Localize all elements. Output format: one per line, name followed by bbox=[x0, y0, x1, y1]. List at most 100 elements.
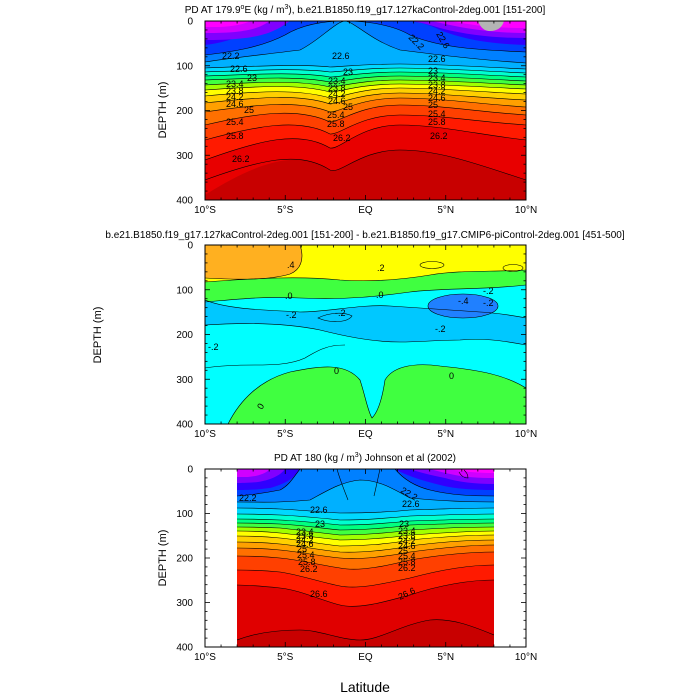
y-tick-label: 300 bbox=[176, 375, 193, 386]
svg-text:25.4: 25.4 bbox=[297, 550, 315, 560]
x-tick-label: EQ bbox=[358, 652, 373, 663]
panel-2-ticks: 10°S 5°S EQ 5°N 10°N 0 100 200 300 400 bbox=[176, 241, 537, 441]
svg-text:24.6: 24.6 bbox=[398, 541, 416, 551]
y-tick-label: 200 bbox=[176, 106, 193, 117]
x-tick-label: 10°S bbox=[194, 429, 216, 440]
svg-text:25.4: 25.4 bbox=[226, 117, 244, 127]
y-tick-label: 400 bbox=[176, 643, 193, 654]
svg-text:24.2: 24.2 bbox=[398, 536, 416, 546]
svg-text:22.6: 22.6 bbox=[332, 51, 350, 61]
svg-text:25: 25 bbox=[297, 544, 307, 554]
panel-3: PD AT 180 (kg / m3) Johnson et al (2002) bbox=[157, 452, 537, 663]
x-tick-label: EQ bbox=[358, 429, 373, 440]
svg-text:22.6: 22.6 bbox=[402, 499, 420, 509]
svg-text:26.2: 26.2 bbox=[300, 564, 318, 574]
panel-2-contour-fill bbox=[205, 245, 526, 424]
svg-text:26.6: 26.6 bbox=[310, 589, 328, 599]
y-tick-label: 200 bbox=[176, 554, 193, 565]
y-tick-label: 300 bbox=[176, 151, 193, 162]
svg-text:25: 25 bbox=[398, 546, 408, 556]
svg-text:26.2: 26.2 bbox=[430, 131, 448, 141]
x-axis-label: Latitude bbox=[340, 679, 390, 695]
svg-text:-.2: -.2 bbox=[483, 286, 494, 296]
svg-text:23.4: 23.4 bbox=[328, 76, 346, 86]
panel-3-ylabel: DEPTH (m) bbox=[157, 530, 169, 587]
panel-1-ylabel: DEPTH (m) bbox=[157, 82, 169, 139]
x-tick-label: 10°N bbox=[515, 429, 537, 440]
svg-text:25.8: 25.8 bbox=[298, 557, 316, 567]
y-tick-label: 400 bbox=[176, 420, 193, 431]
x-tick-label: 5°N bbox=[437, 205, 454, 216]
y-tick-label: 0 bbox=[187, 17, 193, 28]
x-tick-label: EQ bbox=[358, 205, 373, 216]
y-tick-label: 100 bbox=[176, 61, 193, 72]
svg-text:26.2: 26.2 bbox=[398, 563, 416, 573]
svg-text:24.6: 24.6 bbox=[328, 96, 346, 106]
svg-text:25: 25 bbox=[428, 100, 438, 110]
svg-text:23.4: 23.4 bbox=[428, 73, 446, 83]
x-tick-label: 10°N bbox=[515, 652, 537, 663]
panel-2-contour-labels: .4 .2 .0 -.2 -.2 -.2 -.2 -.4 -.2 0 0 0 .… bbox=[208, 260, 494, 411]
x-tick-label: 10°S bbox=[194, 652, 216, 663]
svg-text:23.8: 23.8 bbox=[226, 86, 244, 96]
svg-text:24.2: 24.2 bbox=[328, 89, 346, 99]
svg-text:23: 23 bbox=[428, 66, 438, 76]
panel-2-contour-lines bbox=[205, 245, 526, 424]
svg-text:24.2: 24.2 bbox=[226, 92, 244, 102]
svg-text:26.2: 26.2 bbox=[333, 133, 351, 143]
svg-text:25: 25 bbox=[343, 102, 353, 112]
svg-text:25.4: 25.4 bbox=[428, 109, 446, 119]
svg-text:.0: .0 bbox=[285, 291, 293, 301]
svg-text:23.8: 23.8 bbox=[428, 80, 446, 90]
panel-1-ticks: 10°S 5°S EQ 5°N 10°N 0 100 200 300 400 bbox=[176, 17, 537, 217]
svg-text:24.6: 24.6 bbox=[226, 99, 244, 109]
y-tick-label: 100 bbox=[176, 285, 193, 296]
panel-2: b.e21.B1850.f19_g17.127kaControl-2deg.00… bbox=[92, 230, 625, 440]
svg-text:23.8: 23.8 bbox=[398, 531, 416, 541]
svg-text:0: 0 bbox=[334, 366, 339, 376]
y-tick-label: 0 bbox=[187, 241, 193, 252]
svg-text:-.2: -.2 bbox=[335, 308, 346, 318]
panel-1: PD AT 179.9oE (kg / m3), b.e21.B1850.f19… bbox=[157, 4, 545, 216]
svg-text:23.4: 23.4 bbox=[296, 527, 314, 537]
y-tick-label: 0 bbox=[187, 465, 193, 476]
svg-text:22.2: 22.2 bbox=[222, 51, 240, 61]
y-tick-label: 300 bbox=[176, 598, 193, 609]
svg-text:26.2: 26.2 bbox=[232, 154, 250, 164]
panel-3-ticks: 10°S 5°S EQ 5°N 10°N 0 100 200 300 400 bbox=[176, 465, 537, 664]
svg-text:25.8: 25.8 bbox=[398, 557, 416, 567]
y-tick-label: 100 bbox=[176, 509, 193, 520]
svg-text:25.4: 25.4 bbox=[327, 110, 345, 120]
x-tick-label: 5°S bbox=[277, 652, 294, 663]
svg-text:0: 0 bbox=[449, 371, 454, 381]
panel-3-contour-labels: 22.2 22.6 23 23.4 23.8 24.2 24.6 25 25.4… bbox=[239, 485, 420, 602]
x-tick-label: 5°S bbox=[277, 205, 294, 216]
svg-text:23: 23 bbox=[315, 519, 325, 529]
x-tick-label: 10°S bbox=[194, 205, 216, 216]
svg-text:.4: .4 bbox=[287, 260, 295, 270]
x-tick-label: 5°S bbox=[277, 429, 294, 440]
svg-text:22.2: 22.2 bbox=[239, 493, 257, 503]
svg-text:-.2: -.2 bbox=[483, 298, 494, 308]
svg-text:-.2: -.2 bbox=[435, 324, 446, 334]
svg-text:24.2: 24.2 bbox=[428, 86, 446, 96]
svg-text:23: 23 bbox=[399, 519, 409, 529]
svg-text:23.4: 23.4 bbox=[398, 526, 416, 536]
svg-text:24.2: 24.2 bbox=[296, 535, 314, 545]
svg-text:-.2: -.2 bbox=[208, 342, 219, 352]
x-tick-label: 10°N bbox=[515, 205, 537, 216]
svg-text:23: 23 bbox=[247, 73, 257, 83]
svg-text:22.6: 22.6 bbox=[310, 505, 328, 515]
svg-text:25.8: 25.8 bbox=[226, 131, 244, 141]
panel-1-contour-lines bbox=[205, 21, 526, 181]
svg-text:-.2: -.2 bbox=[286, 310, 297, 320]
y-tick-label: 400 bbox=[176, 196, 193, 207]
x-tick-label: 5°N bbox=[437, 652, 454, 663]
svg-text:22.6: 22.6 bbox=[230, 64, 248, 74]
y-tick-label: 200 bbox=[176, 330, 193, 341]
svg-text:25.8: 25.8 bbox=[428, 117, 446, 127]
svg-text:-.4: -.4 bbox=[458, 296, 469, 306]
svg-text:.0: .0 bbox=[376, 290, 384, 300]
svg-text:25: 25 bbox=[244, 105, 254, 115]
panel-2-title: b.e21.B1850.f19_g17.127kaControl-2deg.00… bbox=[105, 230, 624, 241]
